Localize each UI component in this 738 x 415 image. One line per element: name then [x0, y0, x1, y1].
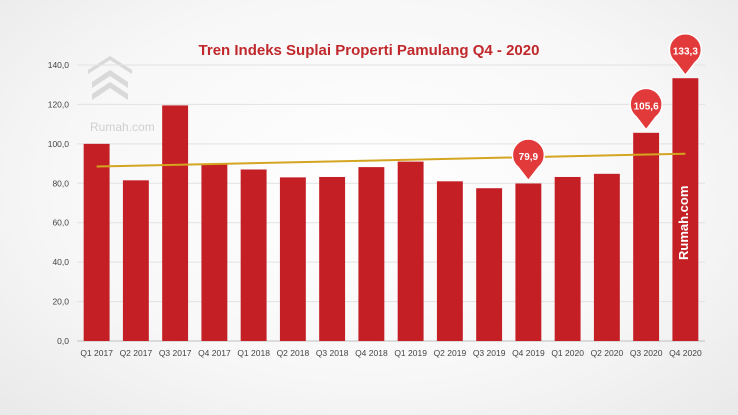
callout-label: 79,9: [519, 152, 539, 163]
x-tick-label: Q1 2020: [551, 348, 584, 358]
callout-label: 133,3: [673, 47, 698, 58]
bar: [515, 183, 542, 341]
logo-text: Rumah.com: [90, 120, 155, 134]
x-tick-label: Q2 2018: [277, 348, 310, 358]
y-tick-label: 100,0: [48, 139, 70, 149]
vertical-watermark: Rumah.com: [676, 186, 691, 260]
bars: [83, 78, 699, 342]
bar: [593, 173, 620, 341]
x-tick-label: Q2 2017: [120, 348, 153, 358]
bar: [397, 161, 424, 341]
bar: [201, 163, 228, 341]
bar: [476, 188, 503, 341]
bar: [279, 177, 306, 341]
x-tick-label: Q4 2018: [355, 348, 388, 358]
callout-pin: [668, 32, 703, 77]
x-tick-label: Q3 2019: [473, 348, 506, 358]
x-tick-label: Q3 2018: [316, 348, 349, 358]
callout-pin: [629, 87, 663, 132]
value-callout: 105,6: [629, 87, 663, 132]
bar: [122, 180, 149, 341]
y-tick-label: 80,0: [52, 178, 69, 188]
bar: [633, 132, 660, 341]
x-tick-label: Q1 2017: [80, 348, 113, 358]
x-tick-label: Q3 2020: [630, 348, 663, 358]
x-tick-label: Q4 2020: [669, 348, 702, 358]
bar: [162, 105, 189, 342]
rumah-logo-icon: [88, 56, 132, 100]
bar: [240, 169, 267, 341]
x-axis: Q1 2017 Q2 2017 Q3 2017 Q4 2017 Q1 2018 Q2 20…: [80, 348, 702, 358]
chart-title: Tren Indeks Suplai Properti Pamulang Q4 …: [199, 42, 540, 59]
x-tick-label: Q2 2020: [591, 348, 624, 358]
rumah-logo: Rumah.com: [88, 56, 155, 134]
y-axis: 0,0 20,0 40,0 60,0 80,0 100,0 120,0 140,0: [48, 60, 70, 346]
x-tick-label: Q1 2018: [237, 348, 270, 358]
y-tick-label: 60,0: [52, 218, 69, 228]
bar: [319, 176, 346, 341]
callouts: 79,9 105,6 133,3: [511, 32, 703, 182]
y-tick-label: 0,0: [57, 336, 69, 346]
trendline-group: [96, 152, 686, 168]
callout-label: 105,6: [634, 101, 659, 112]
y-tick-label: 120,0: [48, 99, 70, 109]
bar: [83, 143, 110, 341]
x-tick-label: Q3 2017: [159, 348, 192, 358]
x-tick-label: Q1 2019: [394, 348, 427, 358]
y-tick-label: 140,0: [48, 60, 70, 70]
trendline: [96, 152, 686, 168]
x-tick-label: Q2 2019: [434, 348, 467, 358]
y-tick-label: 40,0: [52, 257, 69, 267]
bar: [436, 181, 463, 341]
callout-pin: [511, 138, 546, 182]
bar: [554, 176, 581, 341]
x-tick-label: Q4 2019: [512, 348, 545, 358]
y-tick-label: 20,0: [52, 297, 69, 307]
value-callout: 133,3: [668, 32, 703, 77]
bar: [672, 78, 699, 342]
x-tick-label: Q4 2017: [198, 348, 231, 358]
value-callout: 79,9: [511, 138, 546, 182]
bar: [358, 167, 385, 341]
